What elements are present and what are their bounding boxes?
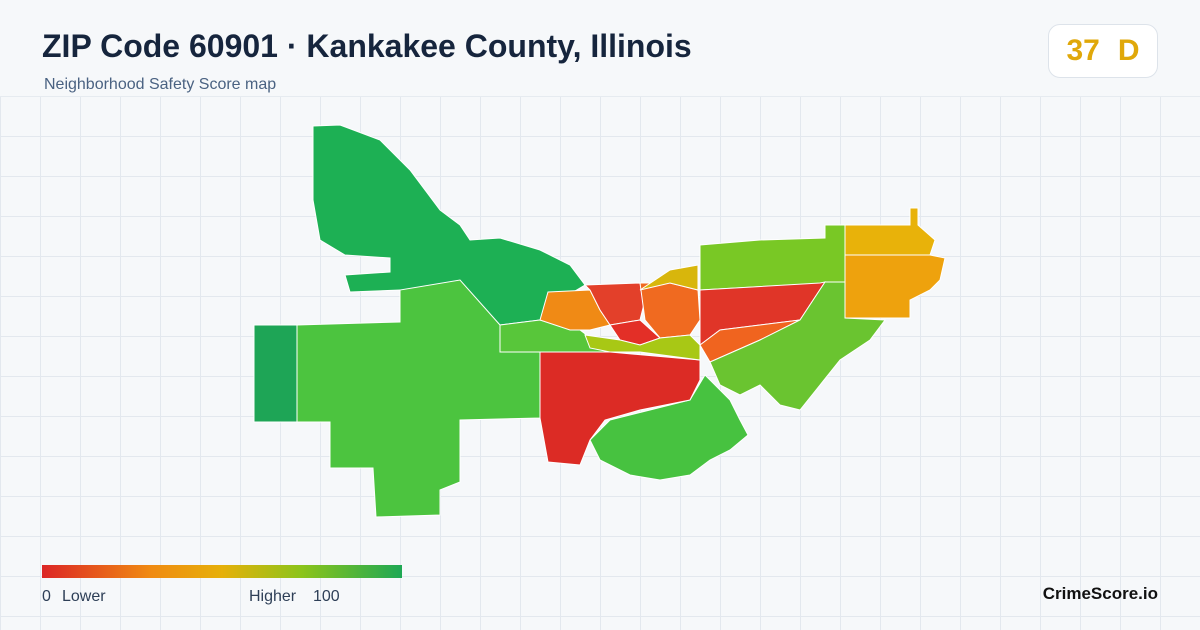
region bbox=[844, 207, 936, 256]
region bbox=[253, 324, 298, 423]
score: 37 bbox=[1066, 34, 1100, 67]
region bbox=[844, 254, 946, 319]
legend-max-label: Higher bbox=[249, 588, 297, 605]
subtitle: Neighborhood Safety Score map bbox=[44, 76, 277, 93]
region bbox=[296, 279, 541, 518]
region bbox=[709, 281, 886, 411]
region bbox=[699, 224, 846, 291]
region bbox=[539, 351, 701, 466]
region bbox=[589, 374, 749, 481]
score-badge: 37 D bbox=[1048, 24, 1158, 78]
grade: D bbox=[1117, 34, 1140, 67]
header: ZIP Code 60901 · Kankakee County, Illino… bbox=[0, 0, 1200, 97]
brand: CrimeScore.io bbox=[1042, 584, 1158, 603]
legend-max: 100 bbox=[313, 588, 340, 605]
legend-min-label: Lower bbox=[62, 588, 106, 605]
legend-gradient bbox=[42, 565, 402, 578]
region bbox=[639, 264, 699, 291]
title: ZIP Code 60901 · Kankakee County, Illino… bbox=[42, 28, 692, 64]
legend-min: 0 bbox=[42, 588, 51, 605]
